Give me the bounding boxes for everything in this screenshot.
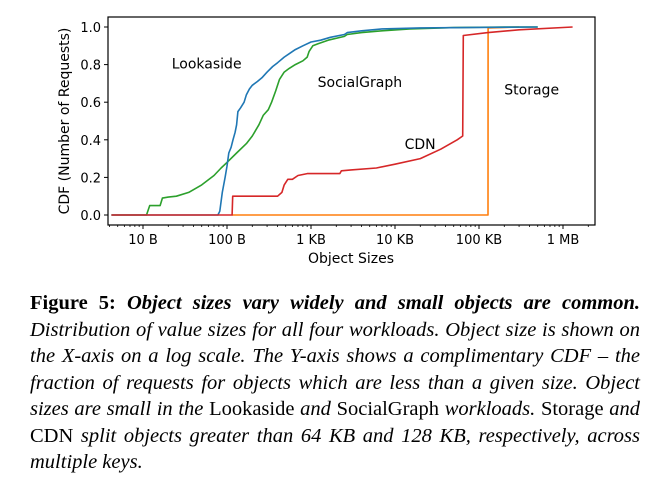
x-tick-label: 10 B: [128, 233, 158, 248]
caption-body: Distribution of value sizes for all four…: [30, 319, 640, 474]
caption-text: Distribution of value sizes for all four…: [30, 318, 640, 421]
caption-text: and: [294, 398, 337, 420]
caption-text: and: [603, 398, 640, 420]
x-tick-label: 10 KB: [376, 233, 414, 248]
series-line-cdn: [111, 26, 573, 216]
series-label-cdn: CDN: [405, 137, 436, 153]
y-tick-label: 1.0: [80, 21, 101, 36]
series-labels: Lookaside SocialGraph CDN Storage: [172, 56, 559, 153]
caption-workload-name: SocialGraph: [336, 398, 440, 420]
plot-lines: [111, 26, 573, 216]
figure-title: Object sizes vary widely and small objec…: [127, 292, 641, 314]
x-axis-label: Object Sizes: [308, 251, 394, 267]
series-label-socialgraph: SocialGraph: [318, 75, 402, 91]
x-tick-label: 100 KB: [456, 233, 502, 248]
y-tick-label: 0.0: [80, 209, 101, 224]
series-label-lookaside: Lookaside: [172, 56, 242, 72]
series-label-storage: Storage: [504, 83, 559, 99]
figure-caption: Figure 5: Object sizes vary widely and s…: [30, 290, 640, 476]
y-tick-label: 0.2: [80, 171, 101, 186]
caption-workload-name: Lookaside: [209, 398, 295, 420]
series-line-socialgraph: [111, 26, 538, 216]
caption-workload-name: Storage: [540, 398, 604, 420]
x-axis-ticks: 10 B 100 B 1 KB 10 KB 100 KB 1 MB: [109, 225, 589, 248]
caption-text: split objects greater than 64 KB and 128…: [30, 424, 640, 474]
y-axis-ticks: 0.0 0.2 0.4 0.6 0.8 1.0: [80, 21, 108, 224]
caption-text: workloads.: [439, 398, 541, 420]
y-tick-label: 0.4: [80, 134, 101, 149]
x-tick-label: 100 B: [208, 233, 246, 248]
series-line-storage: [232, 26, 520, 216]
x-tick-label: 1 MB: [547, 233, 580, 248]
x-tick-label: 1 KB: [296, 233, 326, 248]
figure-number: Figure 5:: [30, 292, 116, 314]
plot-frame: [107, 16, 596, 226]
series-line-lookaside: [111, 26, 538, 216]
caption-workload-name: CDN: [30, 424, 74, 447]
y-tick-label: 0.8: [80, 59, 101, 74]
y-tick-label: 0.6: [80, 96, 101, 111]
y-axis-label: CDF (Number of Requests): [57, 28, 73, 215]
